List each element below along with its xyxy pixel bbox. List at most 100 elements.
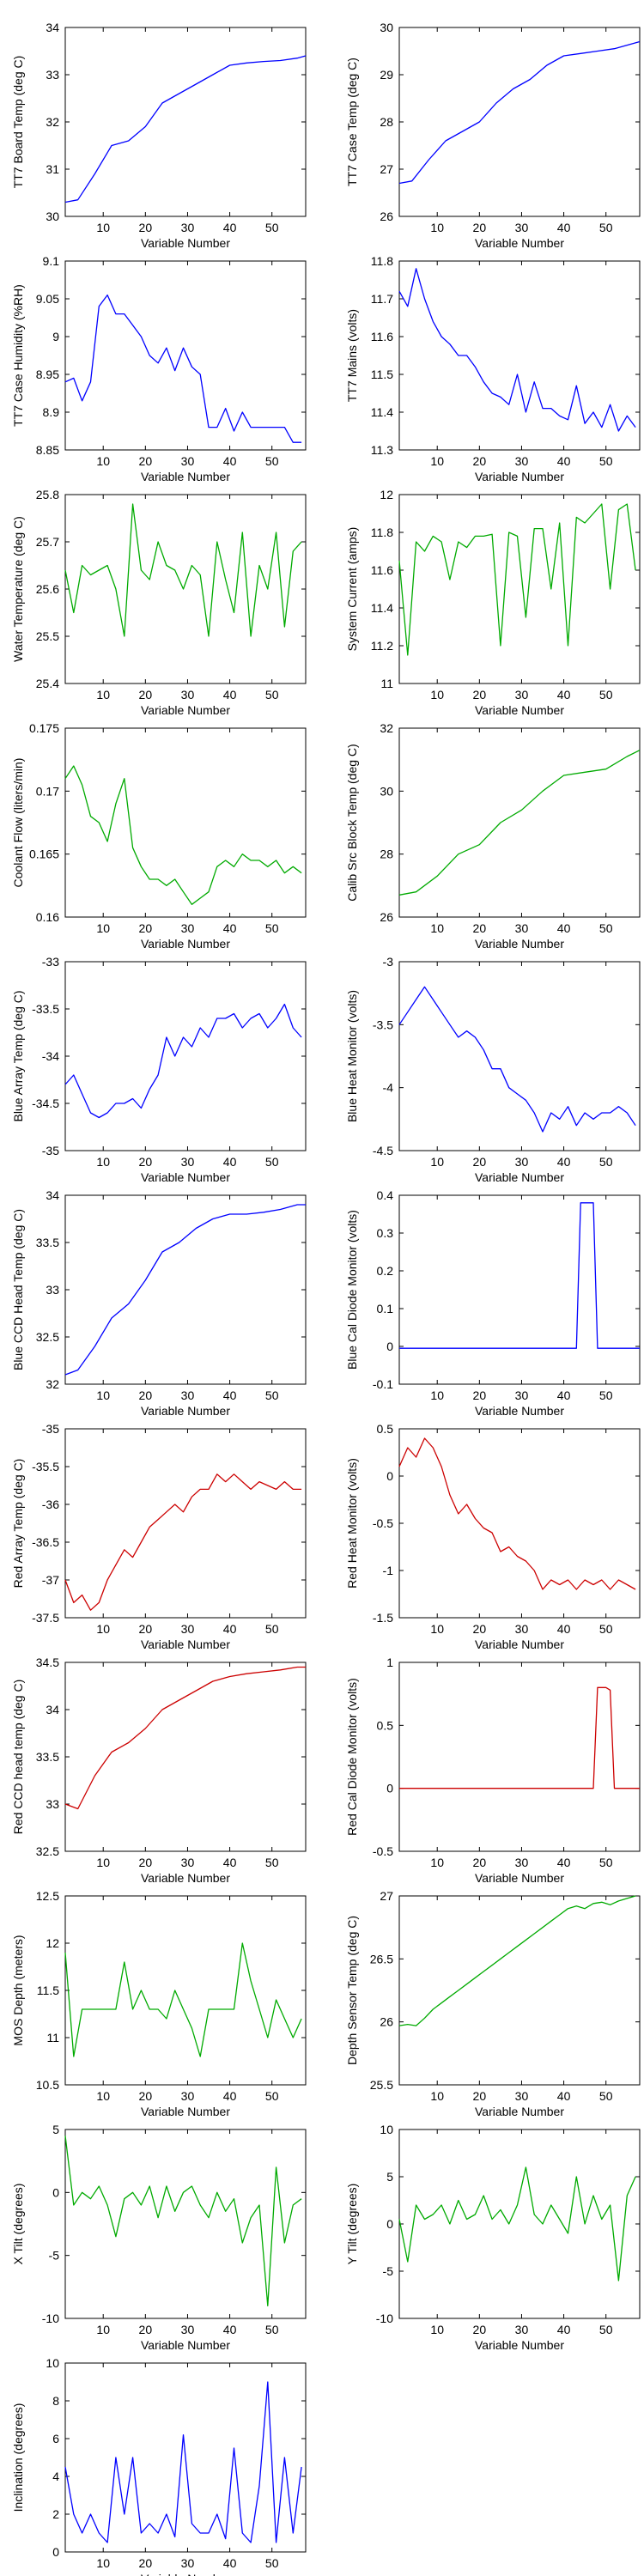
x-tick-label: 50 — [599, 2089, 613, 2103]
x-tick-label: 30 — [181, 1155, 195, 1169]
x-tick-label: 50 — [265, 1622, 279, 1636]
x-axis-label: Variable Number — [475, 470, 564, 483]
y-tick-label: 25.8 — [36, 488, 59, 501]
y-tick-label: 11.5 — [37, 1984, 59, 1997]
y-tick-label: 11.6 — [371, 330, 393, 343]
y-tick-label: -3 — [383, 955, 394, 969]
y-axis-label: System Current (amps) — [345, 527, 359, 652]
chart-panel: 11.3 11.4 11.5 11.6 11.7 11.8 10 20 30 40 50 Variab… — [345, 254, 641, 483]
plot-frame — [398, 1194, 641, 1385]
plot-frame — [64, 2362, 307, 2553]
plot-frame — [398, 1428, 641, 1619]
x-axis-label: Variable Number — [475, 1404, 564, 1418]
y-tick-label: 0 — [386, 1469, 393, 1483]
y-tick-label: 25.5 — [36, 629, 59, 643]
y-tick-label: 26 — [380, 210, 393, 223]
x-tick-label: 50 — [265, 454, 279, 468]
y-tick-label: 8.95 — [36, 368, 59, 381]
y-tick-label: 27 — [380, 162, 393, 176]
y-tick-label: 10 — [380, 2123, 393, 2136]
x-axis-label: Variable Number — [475, 1637, 564, 1651]
y-axis-label: Red Array Temp (deg C) — [11, 1459, 25, 1589]
x-tick-label: 40 — [223, 1155, 237, 1169]
y-tick-label: -35.5 — [32, 1460, 59, 1473]
chart-panel: 32 32.5 33 33.5 34 10 20 30 40 50 Variable Number B… — [11, 1188, 307, 1418]
x-tick-label: 10 — [430, 2323, 444, 2336]
x-tick-label: 10 — [430, 454, 444, 468]
series-line — [64, 1204, 306, 1376]
x-axis-label: Variable Number — [141, 2338, 230, 2352]
y-tick-label: 0 — [386, 2217, 393, 2231]
x-tick-label: 40 — [557, 1622, 571, 1636]
x-tick-label: 30 — [515, 688, 529, 702]
plot-frame — [64, 27, 307, 217]
y-tick-label: 25.4 — [36, 677, 59, 690]
x-tick-label: 40 — [557, 2323, 571, 2336]
y-tick-label: 12.5 — [36, 1889, 59, 1903]
y-tick-label: -0.1 — [373, 1377, 393, 1391]
y-tick-label: -5 — [49, 2249, 60, 2263]
chart-panel: 30 31 32 33 34 10 20 30 40 50 Variable Number TT7 B… — [11, 21, 307, 250]
series-line — [399, 1202, 640, 1349]
chart-panel: 0.16 0.165 0.17 0.175 10 20 30 40 50 Variable Num… — [11, 721, 307, 951]
series-line — [64, 1473, 302, 1611]
x-tick-label: 10 — [96, 1388, 110, 1402]
x-axis-label: Variable Number — [475, 2338, 564, 2352]
y-tick-label: 28 — [380, 848, 393, 861]
x-tick-label: 30 — [515, 221, 529, 234]
chart-panel: 32.5 33 33.5 34 34.5 10 20 30 40 50 Variable Numbe… — [11, 1656, 307, 1885]
y-tick-label: 34.5 — [36, 1656, 59, 1669]
y-tick-label: 0.5 — [377, 1718, 394, 1732]
y-tick-label: 0 — [386, 1340, 393, 1353]
series-line — [398, 986, 636, 1133]
x-tick-label: 20 — [139, 2556, 153, 2570]
y-tick-label: 30 — [380, 21, 393, 34]
y-tick-label: -10 — [376, 2312, 393, 2325]
plot-frame — [398, 1662, 641, 1852]
y-tick-label: 12 — [46, 1936, 59, 1950]
y-tick-label: -35 — [42, 1144, 59, 1157]
x-tick-label: 30 — [515, 2323, 529, 2336]
x-tick-label: 20 — [473, 1856, 487, 1869]
x-tick-label: 10 — [96, 688, 110, 702]
x-tick-label: 10 — [430, 1622, 444, 1636]
x-tick-label: 20 — [139, 1155, 153, 1169]
y-tick-label: 0 — [52, 2545, 59, 2559]
x-tick-label: 50 — [265, 2556, 279, 2570]
x-tick-label: 50 — [265, 921, 279, 935]
y-tick-label: 0.17 — [36, 784, 59, 798]
y-tick-label: 11.3 — [371, 443, 393, 457]
y-tick-label: 9.05 — [36, 292, 59, 306]
series-line — [398, 1895, 636, 2026]
chart-panel: 25.5 26 26.5 27 10 20 30 40 50 Variable Number Dep… — [345, 1889, 641, 2118]
x-tick-label: 20 — [139, 454, 153, 468]
y-tick-label: 0.3 — [377, 1226, 394, 1240]
x-tick-label: 20 — [139, 1388, 153, 1402]
y-tick-label: 32.5 — [36, 1844, 59, 1858]
x-tick-label: 20 — [473, 1155, 487, 1169]
y-tick-label: 11.8 — [371, 254, 393, 268]
series-line — [64, 503, 302, 637]
y-axis-label: TT7 Mains (volts) — [345, 309, 359, 402]
x-tick-label: 20 — [473, 454, 487, 468]
chart-panel: -0.1 0 0.1 0.2 0.3 0.4 10 20 30 40 50 Variable Numb… — [345, 1188, 641, 1418]
x-tick-label: 50 — [599, 688, 613, 702]
y-tick-label: 0.2 — [377, 1264, 394, 1278]
x-tick-label: 30 — [181, 1856, 195, 1869]
x-tick-label: 20 — [139, 921, 153, 935]
x-tick-label: 30 — [515, 921, 529, 935]
x-tick-label: 40 — [223, 454, 237, 468]
chart-panel: 10.5 11 11.5 12 12.5 10 20 30 40 50 Variable Numbe… — [11, 1889, 307, 2118]
x-axis-label: Variable Number — [141, 937, 230, 951]
x-tick-label: 30 — [181, 1622, 195, 1636]
plot-frame — [64, 260, 307, 451]
plot-frame — [64, 1428, 307, 1619]
y-tick-label: -10 — [42, 2312, 59, 2325]
x-tick-label: 50 — [599, 1155, 613, 1169]
y-tick-label: 2 — [52, 2507, 59, 2521]
series-line — [398, 1437, 636, 1590]
chart-panel: -1.5 -1 -0.5 0 0.5 10 20 30 40 50 Variable Number R… — [345, 1422, 641, 1651]
x-tick-label: 50 — [599, 221, 613, 234]
y-tick-label: 25.7 — [36, 535, 59, 549]
y-axis-label: Blue Heat Monitor (volts) — [345, 990, 359, 1122]
